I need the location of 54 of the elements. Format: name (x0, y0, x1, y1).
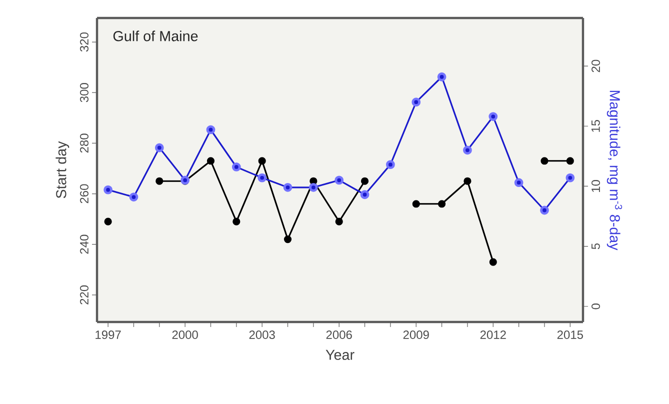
x-tick-label: 2012 (480, 330, 506, 340)
y2-tick-label: 0 (592, 303, 600, 310)
point (464, 177, 472, 185)
point (360, 190, 370, 200)
point (129, 192, 138, 202)
y2-axis-title: Magnitude, mg m$^{-3}$ 8-day (606, 90, 622, 250)
point (540, 206, 549, 215)
point (514, 178, 524, 188)
y2-tick-label: 20 (592, 60, 600, 72)
point (232, 218, 240, 226)
point (104, 218, 112, 226)
y-tick-label: 260 (80, 184, 88, 204)
y-axis-title: Start day (56, 141, 70, 198)
point (463, 146, 472, 155)
point (232, 162, 241, 172)
x-tick-label: 2015 (557, 330, 583, 340)
x-tick-label: 2009 (403, 330, 429, 340)
y2-tick-label: 5 (592, 243, 600, 250)
point (206, 125, 216, 134)
point (360, 177, 369, 185)
point (566, 173, 575, 182)
point (386, 160, 395, 170)
point (438, 200, 446, 208)
point (540, 157, 548, 165)
y2-tick-label: 15 (592, 120, 600, 132)
point (156, 177, 164, 185)
point (335, 218, 343, 226)
point (258, 173, 267, 182)
point (334, 176, 344, 185)
annotation: Gulf of Maine (113, 30, 198, 42)
point (206, 157, 215, 165)
x-tick-label: 2006 (326, 330, 352, 340)
point (154, 143, 164, 152)
y-tick-label: 280 (80, 134, 88, 153)
x-tick-label: 1997 (96, 330, 121, 340)
point (566, 157, 574, 165)
x-axis-title: Year (326, 350, 354, 360)
point (283, 182, 292, 192)
y-tick-label: 300 (80, 83, 88, 102)
point (258, 157, 266, 165)
y-tick-label: 320 (80, 32, 88, 52)
y-tick-label: 220 (80, 285, 88, 304)
point (308, 182, 318, 192)
point (412, 200, 420, 208)
y2-tick-label: 10 (592, 180, 600, 192)
x-tick-label: 2000 (172, 330, 198, 340)
point (437, 72, 446, 82)
point (412, 98, 421, 107)
x-tick-label: 2003 (249, 330, 275, 340)
point (104, 185, 112, 194)
y-tick-label: 240 (80, 234, 88, 254)
point (489, 258, 497, 266)
point (284, 235, 292, 244)
point (488, 112, 498, 121)
